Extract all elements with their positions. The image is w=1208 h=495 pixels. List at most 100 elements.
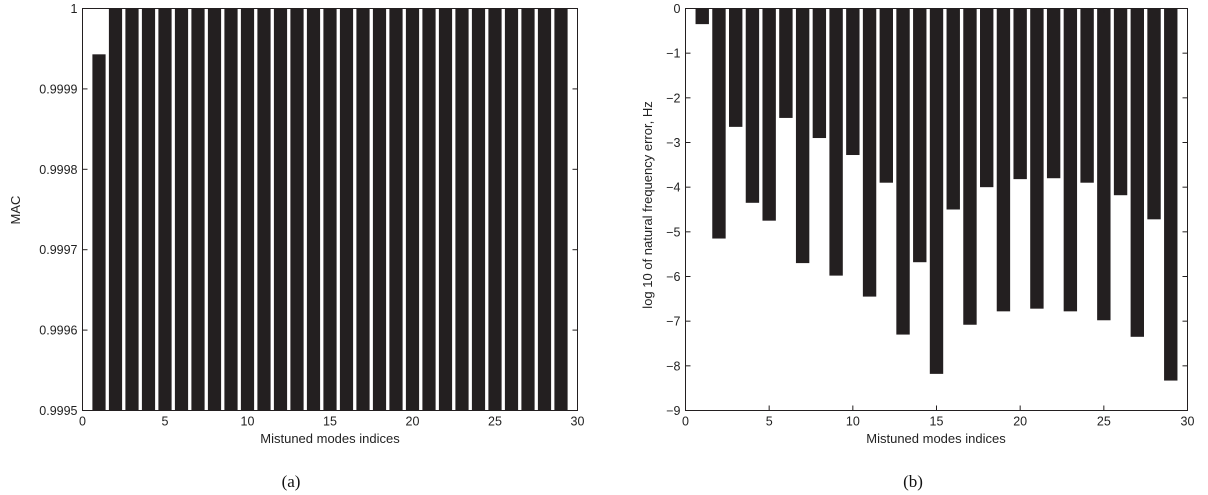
bar-a-23 — [455, 8, 469, 411]
bar-b-13 — [896, 8, 910, 335]
y-tick-label-b: −2 — [666, 91, 680, 105]
bar-b-29 — [1164, 8, 1178, 381]
bar-a-4 — [141, 8, 156, 411]
bar-b-22 — [1046, 8, 1061, 179]
bar-b-11 — [862, 8, 877, 297]
caption-b: (b) — [903, 472, 923, 491]
bar-b-7 — [795, 8, 810, 264]
y-axis-label-a: MAC — [8, 196, 23, 225]
x-tick-label-b: 0 — [682, 415, 689, 429]
y-tick-label-a: 1 — [71, 2, 78, 16]
bar-a-3 — [125, 8, 139, 411]
y-axis-label-b: log 10 of natural frequency error, Hz — [640, 101, 655, 308]
y-tick-label-b: −5 — [666, 225, 680, 239]
bar-b-1 — [695, 8, 709, 25]
x-tick-label-a: 5 — [162, 415, 169, 429]
bar-b-26 — [1113, 8, 1128, 196]
bar-a-9 — [224, 8, 238, 411]
bar-b-5 — [762, 8, 776, 221]
y-tick-label-a: 0.9997 — [39, 243, 77, 257]
bar-b-28 — [1147, 8, 1161, 220]
bar-a-27 — [521, 8, 535, 411]
bar-series-a — [92, 8, 568, 411]
x-tick-label-a: 10 — [241, 415, 255, 429]
bar-a-19 — [389, 8, 403, 411]
bar-a-8 — [207, 8, 222, 411]
y-tick-label-b: 0 — [674, 2, 681, 16]
bar-b-2 — [712, 8, 726, 239]
x-tick-label-a: 15 — [323, 415, 337, 429]
bar-a-15 — [323, 8, 337, 411]
y-tick-label-b: −3 — [666, 136, 680, 150]
chart-panel-b: 0 5 10 15 20 25 30 −9 −8 −7 −6 −5 −4 −3 −2 −1 0 Mistune… — [640, 2, 1194, 491]
x-axis-label-b: Mistuned modes indices — [866, 431, 1006, 446]
x-tick-label-b: 25 — [1097, 415, 1111, 429]
bar-b-19 — [996, 8, 1011, 312]
bar-b-20 — [1013, 8, 1027, 180]
bar-a-18 — [372, 8, 387, 411]
bar-a-22 — [438, 8, 453, 411]
bar-b-21 — [1030, 8, 1044, 309]
x-tick-label-a: 0 — [79, 415, 86, 429]
bar-b-25 — [1097, 8, 1111, 321]
bar-a-24 — [471, 8, 486, 411]
x-tick-label-b: 5 — [766, 415, 773, 429]
bar-a-20 — [405, 8, 420, 411]
bar-b-16 — [946, 8, 960, 210]
bar-b-4 — [745, 8, 760, 203]
bar-b-12 — [879, 8, 893, 183]
bar-a-29 — [554, 8, 568, 411]
x-axis-label-a: Mistuned modes indices — [260, 431, 400, 446]
bar-b-24 — [1080, 8, 1094, 183]
bar-a-2 — [108, 8, 123, 411]
bar-b-3 — [729, 8, 743, 127]
bar-a-1 — [92, 54, 106, 411]
bar-b-10 — [846, 8, 860, 156]
bar-b-14 — [913, 8, 927, 263]
bar-b-8 — [812, 8, 827, 139]
y-ticks-a: 0.9995 0.9996 0.9997 0.9998 0.9999 1 — [39, 2, 578, 418]
x-ticks-b: 0 5 10 15 20 25 30 — [682, 8, 1195, 429]
bar-a-12 — [273, 8, 288, 411]
x-tick-label-b: 20 — [1013, 415, 1027, 429]
bar-a-26 — [504, 8, 519, 411]
bar-b-27 — [1130, 8, 1144, 337]
bar-b-15 — [929, 8, 944, 374]
bar-b-17 — [963, 8, 977, 325]
y-ticks-b: −9 −8 −7 −6 −5 −4 −3 −2 −1 0 — [666, 2, 1188, 418]
bar-a-10 — [240, 8, 255, 411]
bar-b-9 — [829, 8, 843, 276]
bar-a-17 — [356, 8, 370, 411]
chart-panel-a: 0 5 10 15 20 25 30 0.99950.99960.99970.99980.9… — [8, 2, 584, 491]
bar-b-23 — [1063, 8, 1078, 312]
bar-a-5 — [158, 8, 172, 411]
y-tick-label-b: −6 — [666, 270, 680, 284]
y-tick-label-b: −1 — [666, 47, 680, 61]
y-tick-label-a: 0.9998 — [39, 163, 77, 177]
x-tick-label-a: 25 — [488, 415, 502, 429]
bar-a-28 — [537, 8, 552, 411]
caption-a: (a) — [282, 472, 301, 491]
x-tick-label-b: 30 — [1181, 415, 1195, 429]
y-tick-label-a: 0.9999 — [39, 82, 77, 96]
y-tick-label-a: 0.9996 — [39, 324, 77, 338]
y-tick-label-b: −9 — [666, 404, 680, 418]
y-tick-label-a: 0.9995 — [39, 404, 77, 418]
bar-b-18 — [980, 8, 994, 188]
bar-a-6 — [174, 8, 189, 411]
bar-a-7 — [191, 8, 205, 411]
x-tick-label-b: 10 — [846, 415, 860, 429]
y-tick-label-b: −4 — [666, 181, 680, 195]
bar-a-21 — [422, 8, 436, 411]
bar-a-11 — [257, 8, 271, 411]
y-tick-label-b: −7 — [666, 315, 680, 329]
y-tick-label-b: −8 — [666, 359, 680, 373]
x-tick-label-a: 30 — [571, 415, 585, 429]
x-tick-label-b: 15 — [930, 415, 944, 429]
bar-series-b — [695, 8, 1178, 381]
bar-a-16 — [339, 8, 354, 411]
bar-b-6 — [779, 8, 793, 118]
bar-a-14 — [306, 8, 321, 411]
x-tick-label-a: 20 — [406, 415, 420, 429]
